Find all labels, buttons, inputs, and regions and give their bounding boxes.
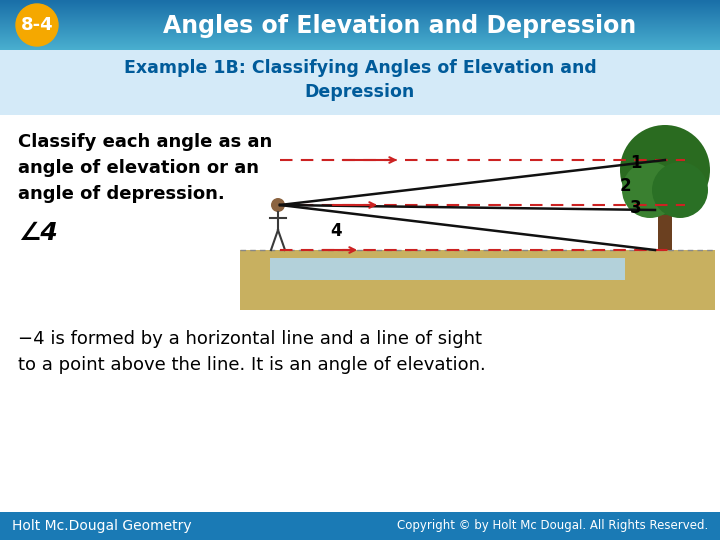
Text: −4 is formed by a horizontal line and a line of sight: −4 is formed by a horizontal line and a …	[18, 330, 482, 348]
Text: 1: 1	[630, 154, 642, 172]
Circle shape	[622, 162, 678, 218]
Bar	[0, 50, 720, 115]
Bar	[0, 48, 720, 49]
Text: Example 1B: Classifying Angles of Elevation and: Example 1B: Classifying Angles of Elevat…	[124, 59, 596, 77]
Bar	[0, 5, 720, 6]
Circle shape	[620, 125, 710, 215]
Bar	[658, 200, 672, 250]
Text: Copyright © by Holt Mc Dougal. All Rights Reserved.: Copyright © by Holt Mc Dougal. All Right…	[397, 519, 708, 532]
Text: angle of elevation or an: angle of elevation or an	[18, 159, 259, 177]
Bar	[0, 2, 720, 3]
Bar	[0, 42, 720, 43]
Bar	[0, 45, 720, 46]
Text: Classify each angle as an: Classify each angle as an	[18, 133, 272, 151]
Bar	[0, 22, 720, 23]
Text: 2: 2	[620, 177, 631, 195]
Bar	[240, 250, 715, 310]
Bar	[0, 19, 720, 20]
Bar	[0, 10, 720, 11]
Bar	[0, 37, 720, 38]
Bar	[0, 29, 720, 30]
Bar	[0, 13, 720, 14]
Text: ∠4: ∠4	[18, 221, 58, 245]
Bar	[0, 15, 720, 16]
Text: 3: 3	[630, 199, 642, 217]
Bar	[0, 14, 720, 15]
Bar	[240, 120, 715, 310]
Bar	[0, 32, 720, 33]
Text: Depression: Depression	[305, 83, 415, 101]
Bar	[0, 8, 720, 9]
Text: Angles of Elevation and Depression: Angles of Elevation and Depression	[163, 14, 636, 38]
Bar	[0, 38, 720, 39]
Bar	[0, 35, 720, 36]
Bar	[0, 47, 720, 48]
Bar	[0, 23, 720, 24]
Bar	[0, 33, 720, 34]
Bar	[0, 21, 720, 22]
Text: 8-4: 8-4	[21, 16, 53, 34]
Text: Holt Mc.Dougal Geometry: Holt Mc.Dougal Geometry	[12, 519, 192, 533]
Bar	[0, 46, 720, 47]
Bar	[0, 18, 720, 19]
Bar	[0, 44, 720, 45]
Text: 4: 4	[330, 222, 341, 240]
Bar	[0, 7, 720, 8]
Bar	[0, 16, 720, 17]
Bar	[0, 41, 720, 42]
Bar	[0, 36, 720, 37]
Bar	[0, 40, 720, 41]
Bar	[0, 9, 720, 10]
Bar	[0, 24, 720, 25]
Bar	[0, 3, 720, 4]
Bar	[0, 28, 720, 29]
Bar	[0, 4, 720, 5]
Circle shape	[16, 4, 58, 46]
Bar	[0, 1, 720, 2]
Bar	[0, 20, 720, 21]
Text: to a point above the line. It is an angle of elevation.: to a point above the line. It is an angl…	[18, 356, 486, 374]
Bar	[0, 12, 720, 13]
Bar	[0, 30, 720, 31]
Bar	[0, 11, 720, 12]
Bar	[0, 34, 720, 35]
Bar	[0, 6, 720, 7]
Bar	[0, 43, 720, 44]
Bar	[0, 27, 720, 28]
Bar	[0, 25, 720, 26]
Bar	[0, 512, 720, 540]
Bar	[0, 49, 720, 50]
Bar	[0, 31, 720, 32]
Bar	[0, 0, 720, 1]
Circle shape	[652, 162, 708, 218]
Bar	[0, 39, 720, 40]
Bar	[0, 115, 720, 512]
Text: angle of depression.: angle of depression.	[18, 185, 225, 203]
Circle shape	[271, 198, 285, 212]
Bar	[0, 26, 720, 27]
Bar	[0, 17, 720, 18]
Bar	[270, 258, 625, 280]
